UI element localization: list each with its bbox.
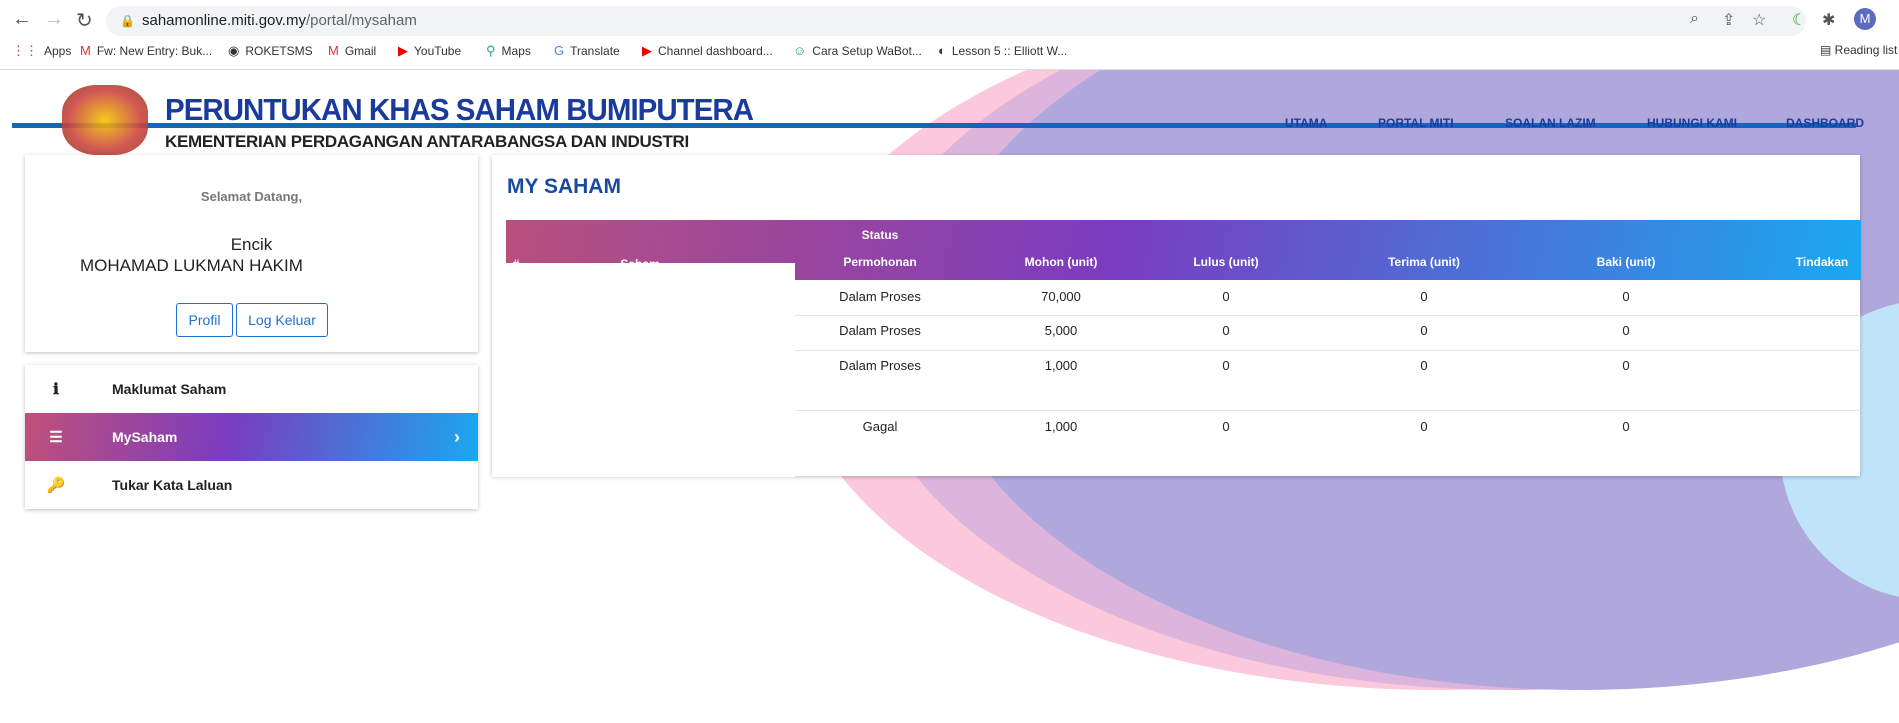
cell-lulus: 0 xyxy=(1222,289,1230,304)
star-icon[interactable]: ☆ xyxy=(1752,12,1767,29)
cell-terima: 0 xyxy=(1420,419,1428,434)
browser-chrome: ← → ↻ 🔒 sahamonline.miti.gov.my/portal/m… xyxy=(0,0,1899,70)
translate-icon: G xyxy=(554,43,565,58)
col-tindakan: Tindakan xyxy=(1795,255,1849,269)
reading-list[interactable]: ▤ Reading list xyxy=(1820,43,1898,57)
cell-baki: 0 xyxy=(1622,358,1630,373)
cell-lulus: 0 xyxy=(1222,358,1230,373)
cell-lulus: 0 xyxy=(1222,323,1230,338)
address-bar[interactable]: 🔒 sahamonline.miti.gov.my/portal/mysaham xyxy=(106,6,1806,36)
bookmark[interactable]: ⚲ Maps xyxy=(486,43,531,58)
salutation: Encik xyxy=(230,235,273,254)
col-status: Status xyxy=(861,228,899,242)
cell-status: Dalam Proses xyxy=(839,289,921,304)
row-divider xyxy=(756,350,1861,351)
extension-moon-icon[interactable]: ☾ xyxy=(1792,12,1807,29)
cell-status: Dalam Proses xyxy=(839,323,921,338)
side-menu: ℹ Maklumat Saham ☰ MySaham › 🔑 Tukar Kata La… xyxy=(25,365,478,509)
col-permohonan: Permohonan xyxy=(843,255,917,269)
key-icon: 🔑 xyxy=(46,477,66,494)
header-divider xyxy=(12,123,1856,128)
info-circle-icon: ℹ xyxy=(53,381,59,398)
cell-status: Dalam Proses xyxy=(839,358,921,373)
page-title: MY SAHAM xyxy=(507,175,621,198)
bookmark-apps[interactable]: ⋮⋮ Apps xyxy=(12,43,72,58)
menu-item-tukar-kata-laluan[interactable]: 🔑 Tukar Kata Laluan xyxy=(25,461,478,509)
menu-item-mysaham[interactable]: ☰ MySaham › xyxy=(25,413,478,461)
globe-icon: ◉ xyxy=(228,43,240,58)
lesson-icon: ◐ xyxy=(938,43,946,58)
cell-mohon: 1,000 xyxy=(1044,419,1078,434)
redacted-area xyxy=(492,263,795,477)
extensions-icon[interactable]: ✱ xyxy=(1822,12,1836,29)
reading-list-icon: ▤ xyxy=(1820,43,1835,57)
menu-item-maklumat-saham[interactable]: ℹ Maklumat Saham xyxy=(25,365,478,413)
cell-baki: 0 xyxy=(1622,289,1630,304)
col-terima: Terima (unit) xyxy=(1388,255,1460,269)
row-divider xyxy=(756,410,1861,411)
bookmark[interactable]: M Gmail xyxy=(328,43,377,58)
bookmark[interactable]: ▶ Channel dashboard... xyxy=(642,43,773,58)
avatar[interactable]: M xyxy=(1854,8,1876,30)
cell-mohon: 1,000 xyxy=(1044,358,1078,373)
share-icon[interactable]: ⇪ xyxy=(1722,12,1736,29)
youtube-icon: ▶ xyxy=(642,43,652,58)
nav-utama[interactable]: UTAMA xyxy=(1285,116,1328,130)
profil-button[interactable]: Profil xyxy=(176,303,233,337)
nav-hubungi-kami[interactable]: HUBUNGI KAMI xyxy=(1647,116,1737,130)
cell-status: Gagal xyxy=(862,419,898,434)
bookmark[interactable]: ◐ Lesson 5 :: Elliott W... xyxy=(938,43,1068,58)
bookmark[interactable]: G Translate xyxy=(554,43,620,58)
site-subtitle: KEMENTERIAN PERDAGANGAN ANTARABANGSA DAN… xyxy=(165,132,689,151)
nav-portal-miti[interactable]: PORTAL MITI xyxy=(1378,116,1454,130)
lock-icon: 🔒 xyxy=(120,14,135,28)
logout-button[interactable]: Log Keluar xyxy=(236,303,328,337)
youtube-icon: ▶ xyxy=(398,43,408,58)
col-lulus: Lulus (unit) xyxy=(1193,255,1259,269)
bookmark[interactable]: M Fw: New Entry: Buk... xyxy=(80,43,213,58)
site-title: PERUNTUKAN KHAS SAHAM BUMIPUTERA xyxy=(165,92,754,127)
user-name: MOHAMAD LUKMAN HAKIM xyxy=(80,256,303,275)
col-mohon: Mohon (unit) xyxy=(1024,255,1098,269)
bookmark[interactable]: ☺ Cara Setup WaBot... xyxy=(793,43,922,58)
nav-soalan-lazim[interactable]: SOALAN LAZIM xyxy=(1505,116,1596,130)
gmail-icon: M xyxy=(80,43,91,58)
chevron-right-icon: › xyxy=(454,426,460,447)
cell-terima: 0 xyxy=(1420,358,1428,373)
cell-mohon: 70,000 xyxy=(1041,289,1081,304)
cell-baki: 0 xyxy=(1622,323,1630,338)
apps-grid-icon: ⋮⋮ xyxy=(12,43,38,58)
cell-terima: 0 xyxy=(1420,289,1428,304)
robot-icon: ☺ xyxy=(793,43,807,58)
forward-icon[interactable]: → xyxy=(44,8,64,30)
cell-baki: 0 xyxy=(1622,419,1630,434)
cell-lulus: 0 xyxy=(1222,419,1230,434)
col-baki: Baki (unit) xyxy=(1596,255,1656,269)
bookmark[interactable]: ▶ YouTube xyxy=(398,43,462,58)
cell-mohon: 5,000 xyxy=(1044,323,1078,338)
coat-of-arms-logo xyxy=(62,85,148,155)
cell-terima: 0 xyxy=(1420,323,1428,338)
nav-dashboard[interactable]: DASHBOARD xyxy=(1786,116,1864,130)
bookmark[interactable]: ◉ ROKETSMS xyxy=(228,43,313,58)
profile-card: Selamat Datang, Encik MOHAMAD LUKMAN HAK… xyxy=(25,155,478,352)
reload-icon[interactable]: ↻ xyxy=(76,10,93,32)
maps-pin-icon: ⚲ xyxy=(486,43,496,58)
back-icon[interactable]: ← xyxy=(12,8,32,30)
list-icon: ☰ xyxy=(49,429,63,446)
welcome-text: Selamat Datang, xyxy=(200,189,303,204)
gmail-icon: M xyxy=(328,43,339,58)
zoom-icon[interactable]: ⌕ xyxy=(1690,10,1699,27)
row-divider xyxy=(756,315,1861,316)
